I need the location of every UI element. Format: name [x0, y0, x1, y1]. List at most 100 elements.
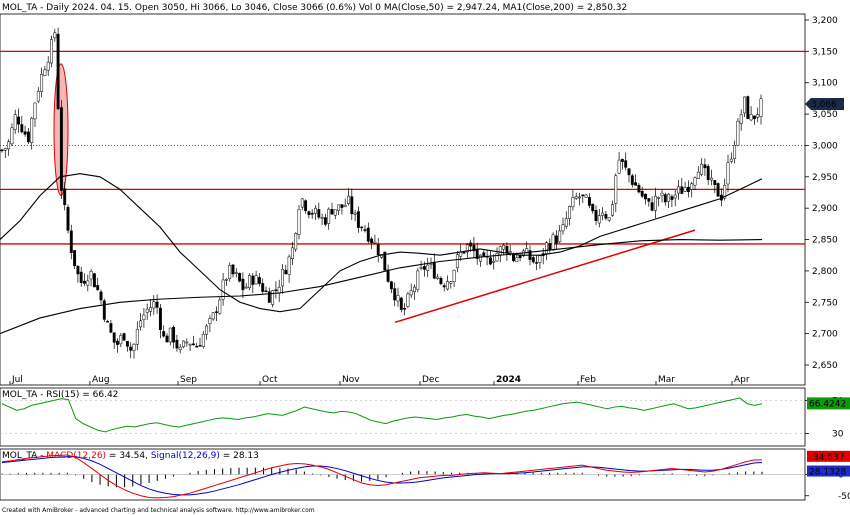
- candle-up: [574, 196, 578, 199]
- candle-up: [353, 212, 357, 215]
- candle-up: [271, 290, 275, 305]
- candle-down: [680, 186, 684, 194]
- candle-up: [683, 187, 687, 192]
- candle-up: [749, 114, 753, 121]
- candle-down: [310, 212, 314, 215]
- candle-down: [703, 164, 707, 169]
- candle-up: [294, 233, 298, 250]
- candle-down: [317, 209, 321, 218]
- candle-up: [723, 184, 727, 199]
- candle-down: [109, 323, 113, 333]
- candle-up: [53, 32, 57, 39]
- candle-up: [429, 263, 433, 265]
- candle-down: [238, 273, 242, 282]
- candle-down: [366, 227, 370, 242]
- candle-up: [561, 224, 565, 232]
- candle-up: [515, 257, 519, 263]
- candle-down: [360, 226, 364, 229]
- candle-down: [627, 168, 631, 176]
- candles: [0, 27, 763, 359]
- price-x-tick-label: Apr: [734, 375, 750, 385]
- candle-up: [149, 307, 152, 312]
- candle-up: [46, 61, 50, 71]
- candle-down: [386, 269, 390, 282]
- candle-down: [92, 273, 96, 288]
- candle-down: [112, 332, 116, 343]
- candle-down: [399, 297, 403, 310]
- candle-down: [686, 186, 690, 193]
- candle-up: [653, 195, 657, 211]
- candle-down: [155, 301, 159, 308]
- candle-up: [135, 328, 139, 345]
- candle-up: [584, 194, 588, 198]
- candle-down: [535, 262, 539, 264]
- candle-up: [132, 343, 136, 351]
- candle-down: [106, 320, 110, 323]
- candle-down: [505, 245, 509, 254]
- candle-up: [7, 141, 11, 150]
- candle-down: [17, 116, 20, 125]
- candle-up: [139, 320, 143, 328]
- price-plot-frame: [0, 13, 806, 386]
- signal-line: [1, 456, 763, 496]
- candle-up: [465, 244, 469, 253]
- candle-up: [660, 192, 664, 196]
- candle-up: [597, 215, 601, 224]
- candle-down: [198, 345, 202, 347]
- candle-up: [436, 276, 440, 279]
- candle-up: [611, 204, 614, 216]
- macd-y-tick-label: -50: [838, 492, 850, 502]
- candle-down: [640, 190, 644, 197]
- candle-up: [13, 114, 17, 130]
- candle-up: [347, 195, 350, 204]
- signal-header-label: Signal(12,26,9): [151, 451, 220, 461]
- candle-up: [571, 196, 575, 208]
- candle-up: [756, 114, 760, 118]
- price-x-tick-label: Mar: [658, 375, 675, 385]
- candle-up: [50, 39, 53, 64]
- candle-up: [558, 230, 562, 243]
- macd-header-value: = 34.54,: [106, 451, 151, 461]
- macd-last-badge-label: 34.537: [813, 453, 845, 463]
- price-x-tick-label: Feb: [580, 375, 596, 385]
- candle-down: [191, 343, 195, 346]
- signal-header-value: = 28.13: [220, 451, 259, 461]
- candle-down: [488, 257, 492, 265]
- candle-up: [449, 281, 453, 284]
- candle-down: [594, 210, 598, 222]
- price-y-tick-label: 3,150: [812, 47, 838, 57]
- candle-up: [297, 209, 301, 235]
- price-y-tick-label: 2,700: [812, 330, 838, 340]
- price-y-tick-label: 2,850: [812, 236, 838, 246]
- candle-down: [624, 160, 628, 168]
- candle-down: [663, 194, 667, 203]
- candle-down: [304, 200, 308, 211]
- candle-down: [591, 203, 595, 212]
- candle-up: [607, 217, 611, 221]
- candle-down: [96, 285, 100, 290]
- candle-down: [274, 289, 278, 292]
- candle-up: [551, 234, 555, 250]
- candle-down: [122, 333, 126, 341]
- macd-header-label: MACD(12,26): [46, 451, 106, 461]
- macd-header-prefix: MOL_TA -: [2, 451, 46, 461]
- candle-up: [290, 247, 294, 259]
- candle-up: [33, 102, 37, 120]
- candle-up: [208, 318, 212, 325]
- price-y-tick-label: 2,650: [812, 361, 838, 371]
- candle-down: [713, 180, 717, 185]
- candle-down: [670, 196, 674, 200]
- candle-up: [320, 217, 324, 219]
- candle-up: [710, 177, 713, 181]
- candle-down: [752, 115, 756, 120]
- candle-up: [300, 198, 304, 208]
- candle-up: [677, 186, 680, 194]
- candle-up: [244, 286, 248, 289]
- candle-up: [168, 327, 172, 343]
- candle-up: [696, 171, 700, 179]
- candle-down: [634, 182, 638, 186]
- macd-panel-header: MOL_TA - MACD(12,26) = 34.54, Signal(12,…: [2, 451, 259, 461]
- macd-last-badge: [807, 450, 850, 462]
- candle-down: [531, 257, 535, 263]
